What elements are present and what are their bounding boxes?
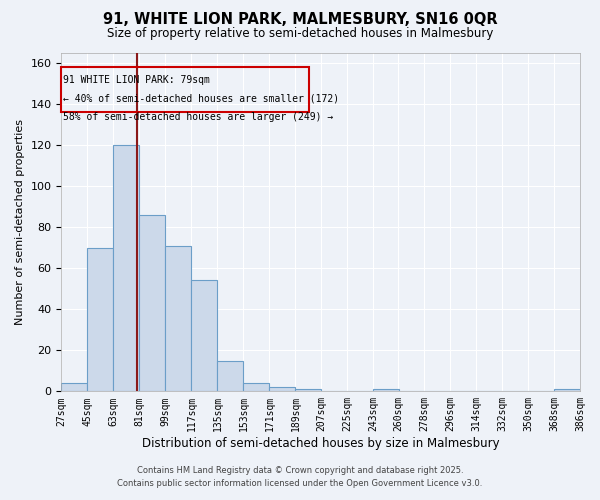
- Text: 58% of semi-detached houses are larger (249) →: 58% of semi-detached houses are larger (…: [63, 112, 333, 122]
- Y-axis label: Number of semi-detached properties: Number of semi-detached properties: [15, 119, 25, 325]
- Bar: [217, 360, 244, 392]
- Text: Contains HM Land Registry data © Crown copyright and database right 2025.
Contai: Contains HM Land Registry data © Crown c…: [118, 466, 482, 487]
- Bar: [139, 214, 166, 392]
- Text: 91 WHITE LION PARK: 79sqm: 91 WHITE LION PARK: 79sqm: [63, 75, 210, 85]
- Bar: [88, 248, 113, 392]
- Bar: [269, 387, 295, 392]
- Text: Size of property relative to semi-detached houses in Malmesbury: Size of property relative to semi-detach…: [107, 28, 493, 40]
- Bar: [191, 280, 217, 392]
- Bar: [295, 390, 322, 392]
- Text: ← 40% of semi-detached houses are smaller (172): ← 40% of semi-detached houses are smalle…: [63, 94, 339, 104]
- Bar: [554, 390, 580, 392]
- Bar: [244, 383, 269, 392]
- X-axis label: Distribution of semi-detached houses by size in Malmesbury: Distribution of semi-detached houses by …: [142, 437, 500, 450]
- Bar: [61, 67, 309, 112]
- Bar: [61, 383, 88, 392]
- Bar: [373, 390, 400, 392]
- Bar: [166, 246, 191, 392]
- Text: 91, WHITE LION PARK, MALMESBURY, SN16 0QR: 91, WHITE LION PARK, MALMESBURY, SN16 0Q…: [103, 12, 497, 28]
- Bar: [113, 145, 139, 392]
